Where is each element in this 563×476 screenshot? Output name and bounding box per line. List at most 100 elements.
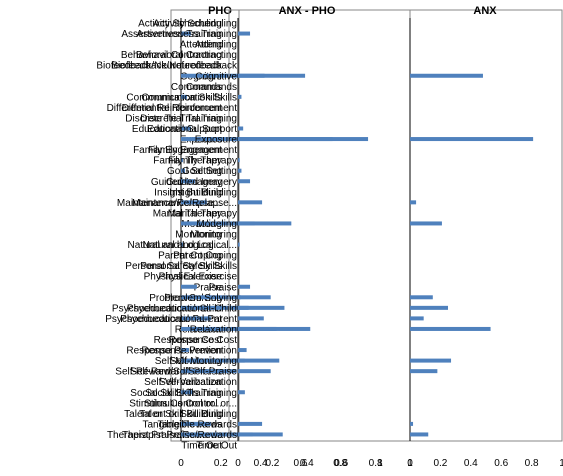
category-label: Discrete Trial Training — [125, 113, 222, 124]
bar — [181, 179, 195, 184]
category-label: Self-Verbalization — [159, 377, 237, 388]
x-tick-label: 0.2 — [433, 458, 447, 469]
category-label: Response Prevention — [141, 346, 237, 357]
category-label: Biofeedback/Neurofeedback — [111, 61, 238, 72]
category-label: Natural and Logical... — [142, 240, 237, 251]
x-tick-label: 0.4 — [464, 458, 478, 469]
category-label: Natural and Logical... — [127, 240, 222, 251]
category-label: Activity Scheduling — [138, 19, 222, 30]
bar — [238, 179, 251, 184]
category-label: Cognitive — [195, 71, 237, 82]
bar — [181, 126, 191, 131]
bar — [181, 31, 191, 36]
category-label: Psychoeducational-Parent — [120, 314, 237, 325]
category-label: Maintenance/Relapse... — [132, 198, 237, 209]
bar — [410, 369, 438, 374]
category-label: Educational Support — [132, 124, 222, 135]
x-tick-label: 0 — [235, 458, 241, 469]
panel-1: ANX - PHO Activity SchedulingAssertivenes… — [111, 5, 413, 469]
x-tick-label: 1 — [407, 458, 413, 469]
category-label: Differential Reinforcement — [122, 103, 238, 114]
category-label: Discrete Trial Training — [140, 113, 237, 124]
category-label: Insight Building — [154, 187, 222, 198]
category-label: Exposure — [195, 135, 238, 146]
panel-2: ANX 0 0.2 0.4 0.6 0.8 1 — [407, 5, 563, 469]
bar — [238, 358, 280, 363]
bar — [238, 284, 251, 289]
category-label: Differential Reinforcement — [107, 103, 223, 114]
category-label: Praise — [209, 282, 238, 293]
bar — [181, 295, 241, 300]
category-label: Psychoeducational-Parent — [105, 314, 222, 325]
category-label: Response Prevention — [126, 346, 222, 357]
bar — [238, 242, 240, 247]
category-label: Monitoring — [190, 230, 237, 241]
category-label: Insight Building — [169, 187, 237, 198]
bar — [410, 200, 417, 205]
x-tick-label: 0.2 — [214, 458, 228, 469]
category-label: Behavioral Contracting — [136, 50, 237, 61]
category-label: Self-Monitoring — [170, 356, 237, 367]
category-label: Family Engagement — [148, 145, 237, 156]
category-label: Talent or Skill Building — [139, 409, 237, 420]
category-label: Marital Therapy — [168, 208, 237, 219]
x-tick-label: 0 — [407, 458, 413, 469]
bar — [238, 348, 247, 353]
category-label: Guided Imagery — [166, 177, 237, 188]
bar — [238, 168, 242, 173]
category-label: Response Cost — [154, 335, 223, 346]
category-label: Assertiveness Training — [121, 29, 222, 40]
bar — [238, 316, 264, 321]
category-label: Family Engagement — [133, 145, 222, 156]
bar — [181, 316, 211, 321]
category-label: Goal Setting — [167, 166, 222, 177]
category-label: Biofeedback/Neurofeedback — [96, 61, 223, 72]
category-label: Psychoeducational-Child — [112, 303, 222, 314]
x-tick-label: 1 — [377, 458, 383, 469]
panel-title: ANX - PHO — [279, 5, 336, 17]
category-label: Communication Skills — [141, 92, 237, 103]
x-tick-label: 0.6 — [494, 458, 508, 469]
category-label: Educational Support — [147, 124, 237, 135]
x-tick-label: 0.6 — [293, 458, 307, 469]
category-label: Relaxation — [190, 324, 237, 335]
bar — [238, 137, 333, 142]
panel-title: ANX — [473, 5, 497, 17]
bar — [410, 295, 433, 300]
x-tick-label: 0.4 — [254, 458, 268, 469]
panel-title: PHO — [208, 5, 232, 17]
bar — [410, 221, 442, 226]
category-label: Psychoeducational-Child — [127, 303, 237, 314]
category-label: Maintenance/Relapse... — [117, 198, 222, 209]
category-label: Modeling — [196, 219, 237, 230]
category-label: Response Cost — [169, 335, 238, 346]
category-label: Attending — [195, 40, 237, 51]
bar — [181, 369, 237, 374]
bar — [181, 168, 185, 173]
bar — [238, 94, 242, 99]
category-label: Personal Safety Skills — [125, 261, 222, 272]
bar — [410, 316, 424, 321]
bar — [181, 284, 197, 289]
category-label: Parent Coping — [173, 251, 237, 262]
bar — [238, 73, 306, 78]
bar — [238, 369, 271, 374]
bar — [181, 390, 193, 395]
x-tick-label: 0.2 — [265, 458, 279, 469]
category-label: Self-Reward/Self-Praise — [115, 367, 222, 378]
category-label: Tangible Rewards — [158, 419, 238, 430]
bar — [238, 126, 244, 131]
category-label: Communication Skills — [126, 92, 222, 103]
category-label: Self-Verbalization — [144, 377, 222, 388]
bar — [410, 326, 491, 331]
bar — [181, 348, 189, 353]
bar — [238, 221, 292, 226]
category-label: Time Out — [196, 441, 237, 452]
bar — [238, 31, 251, 36]
panel-frame — [170, 9, 240, 442]
x-tick-label: 0.8 — [525, 458, 539, 469]
bar — [181, 305, 249, 310]
bar — [410, 305, 448, 310]
x-tick-label: 0.8 — [369, 458, 383, 469]
